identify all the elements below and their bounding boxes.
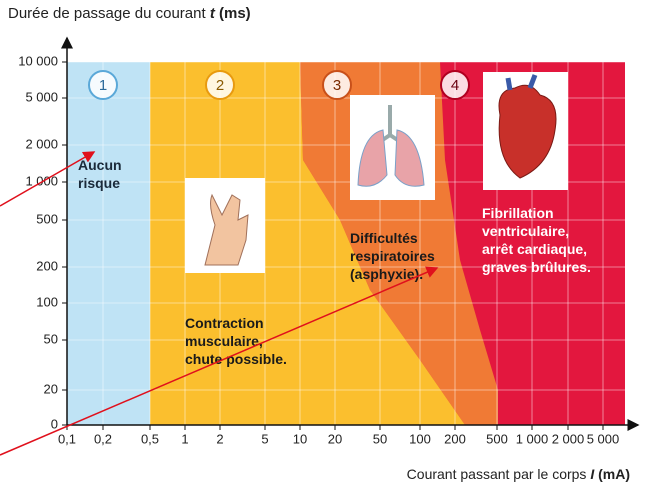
x-axis-title: Courant passant par le corps I (mA) bbox=[407, 466, 630, 482]
x-tick-label: 2 000 bbox=[552, 431, 585, 446]
y-title-unit: (ms) bbox=[215, 5, 251, 22]
x-tick-label: 0,1 bbox=[58, 431, 76, 446]
zone-number: 3 bbox=[333, 77, 341, 94]
y-tick-label: 200 bbox=[36, 258, 58, 273]
y-title-part: Durée de passage du courant bbox=[8, 5, 210, 22]
zone-text: Fibrillation bbox=[482, 205, 554, 221]
zone-text: Aucun bbox=[78, 157, 122, 173]
zone-number: 1 bbox=[99, 77, 107, 94]
y-tick-label: 20 bbox=[44, 381, 58, 396]
x-tick-label: 20 bbox=[328, 431, 342, 446]
chart: Durée de passage du courant t (ms) Coura… bbox=[0, 0, 645, 492]
x-tick-label: 0,2 bbox=[94, 431, 112, 446]
x-tick-label: 5 bbox=[261, 431, 268, 446]
y-tick-label: 500 bbox=[36, 211, 58, 226]
zone-text: arrêt cardiaque, bbox=[482, 241, 587, 257]
y-tick-label: 0 bbox=[51, 416, 58, 431]
zone-number: 4 bbox=[451, 77, 459, 94]
x-tick-label: 1 000 bbox=[516, 431, 549, 446]
x-tick-label: 1 bbox=[181, 431, 188, 446]
x-title-part: Courant passant par le corps bbox=[407, 466, 591, 482]
y-tick-label: 5 000 bbox=[25, 89, 58, 104]
x-tick-label: 200 bbox=[444, 431, 466, 446]
x-tick-label: 0,5 bbox=[141, 431, 159, 446]
x-tick-label: 500 bbox=[486, 431, 508, 446]
zone-text: risque bbox=[78, 175, 120, 191]
y-tick-label: 2 000 bbox=[25, 136, 58, 151]
x-tick-label: 50 bbox=[373, 431, 387, 446]
zone-text: graves brûlures. bbox=[482, 259, 591, 275]
y-tick-label: 10 000 bbox=[18, 53, 58, 68]
y-tick-label: 100 bbox=[36, 294, 58, 309]
zone-text: musculaire, bbox=[185, 333, 263, 349]
x-tick-label: 100 bbox=[409, 431, 431, 446]
x-tick-label: 5 000 bbox=[587, 431, 620, 446]
zone-number: 2 bbox=[216, 77, 224, 94]
zone-text: respiratoires bbox=[350, 248, 435, 264]
x-title-unit: (mA) bbox=[594, 466, 630, 482]
zone-text: (asphyxie). bbox=[350, 266, 423, 282]
x-tick-label: 10 bbox=[293, 431, 307, 446]
y-tick-label: 50 bbox=[44, 331, 58, 346]
zone-text: ventriculaire, bbox=[482, 223, 569, 239]
x-tick-label: 2 bbox=[216, 431, 223, 446]
zone-1-area bbox=[67, 62, 150, 425]
zone-text: Difficultés bbox=[350, 230, 418, 246]
y-axis-title: Durée de passage du courant t (ms) bbox=[8, 5, 251, 22]
zone-text: Contraction bbox=[185, 315, 264, 331]
